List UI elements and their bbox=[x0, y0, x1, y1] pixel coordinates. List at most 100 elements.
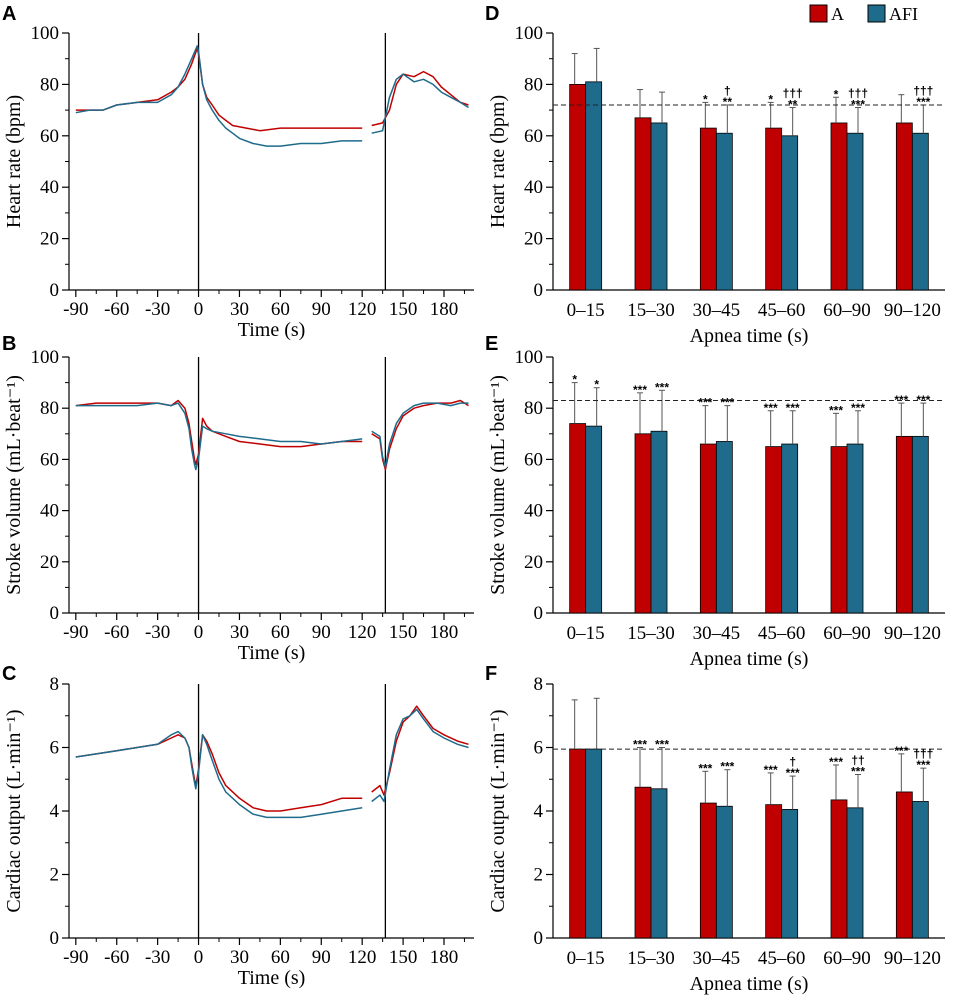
panel-a-xtick-label-3: 0 bbox=[194, 299, 204, 320]
panel-a-y-axis-label: Heart rate (bpm) bbox=[3, 95, 25, 228]
panel-f-sig-3-0: *** bbox=[720, 760, 734, 774]
panel-f-sig-6-0: *** bbox=[829, 755, 843, 769]
panel-a-ytick-label-3: 60 bbox=[40, 126, 59, 147]
panel-f-ytick-label-1: 2 bbox=[534, 865, 544, 886]
panel-e: 0 20 40 60 80 100 Stroke volume (mL·beat⁻¹) 0–1… bbox=[487, 347, 945, 670]
panel-d-category-label-5: 90–120 bbox=[884, 300, 941, 321]
panel-f-category-label-3: 45–60 bbox=[758, 948, 806, 969]
panel-d-sig-1-0: † bbox=[724, 84, 731, 98]
panel-a-xtick-label-2: -30 bbox=[145, 299, 170, 320]
panel-d-bar-afi-4 bbox=[846, 132, 864, 291]
panel-e-ytick-label-5: 100 bbox=[515, 347, 544, 368]
panel-e-sig-11-0: *** bbox=[916, 393, 930, 407]
panel-a-ytick-label-5: 100 bbox=[31, 23, 60, 44]
panel-e-bar-a-5 bbox=[895, 435, 913, 614]
panel-f-bar-afi-1 bbox=[650, 788, 668, 939]
panel-c-line-afi-seg-1 bbox=[371, 708, 469, 803]
panel-e-ytick-label-2: 40 bbox=[524, 501, 543, 522]
panel-a-x-axis-label: Time (s) bbox=[238, 319, 306, 341]
panel-c-xtick-label-8: 150 bbox=[389, 947, 418, 968]
panel-a-xtick-label-7: 120 bbox=[348, 299, 377, 320]
panel-d-bar-afi-0 bbox=[585, 81, 603, 291]
panel-c-xtick-label-1: -60 bbox=[104, 947, 129, 968]
panel-letter-b: B bbox=[2, 333, 16, 355]
panel-letter-a: A bbox=[2, 3, 16, 25]
panel-e-category-label-1: 15–30 bbox=[627, 623, 675, 644]
panel-f-category-label-1: 15–30 bbox=[627, 948, 675, 969]
panel-c-ytick-label-0: 0 bbox=[50, 928, 60, 949]
panel-c-ytick-label-4: 8 bbox=[50, 674, 60, 695]
panel-f-bar-a-2 bbox=[699, 802, 717, 939]
panel-d-bar-a-1 bbox=[634, 117, 652, 291]
panel-d-bar-afi-5 bbox=[911, 132, 929, 291]
panel-f-ytick-label-0: 0 bbox=[534, 928, 544, 949]
panel-f-sig-1-0: *** bbox=[655, 738, 669, 752]
panel-e-bar-a-1 bbox=[634, 433, 652, 614]
panel-b-xtick-label-6: 90 bbox=[312, 622, 331, 643]
panel-d-bar-a-0 bbox=[569, 84, 587, 291]
panel-f-sig-2-0: *** bbox=[698, 761, 712, 775]
panel-a-xtick-label-8: 150 bbox=[389, 299, 418, 320]
panel-f-category-label-4: 60–90 bbox=[823, 948, 871, 969]
panel-f-bar-afi-4 bbox=[846, 807, 864, 939]
panel-e-sig-2-0: *** bbox=[633, 383, 647, 397]
panel-d-ytick-label-4: 80 bbox=[524, 74, 543, 95]
panel-b-xtick-label-7: 120 bbox=[348, 622, 377, 643]
panel-b-xtick-label-4: 30 bbox=[230, 622, 249, 643]
panel-e-category-label-5: 90–120 bbox=[884, 623, 941, 644]
panel-b-ytick-label-1: 20 bbox=[40, 552, 59, 573]
panel-e-sig-6-0: *** bbox=[764, 401, 778, 415]
panel-f-sig-9-1: *** bbox=[916, 758, 930, 772]
panel-b-y-axis-label: Stroke volume (mL·beat⁻¹) bbox=[3, 375, 25, 595]
legend-label-afi: AFI bbox=[889, 4, 918, 24]
panel-f-bar-a-1 bbox=[634, 786, 652, 939]
panel-c: 0 2 4 6 8 Cardiac output (L·min⁻¹) -90 -60 -30 0 3… bbox=[3, 674, 474, 989]
panel-e-category-label-0: 0–15 bbox=[567, 623, 605, 644]
panel-b-line-afi-seg-0 bbox=[75, 402, 363, 471]
panel-d-category-label-0: 0–15 bbox=[567, 300, 605, 321]
panel-b-xtick-label-0: -90 bbox=[63, 622, 88, 643]
panel-f-bar-a-5 bbox=[895, 791, 913, 939]
panel-d-ytick-label-0: 0 bbox=[534, 280, 544, 301]
legend-label-a: A bbox=[831, 4, 844, 24]
panel-e-category-label-2: 30–45 bbox=[693, 623, 741, 644]
panel-b-ytick-label-0: 0 bbox=[50, 603, 60, 624]
panel-c-line-a-seg-1 bbox=[371, 705, 469, 796]
panel-c-xtick-label-4: 30 bbox=[230, 947, 249, 968]
panel-f-x-axis-label: Apnea time (s) bbox=[690, 973, 809, 995]
panel-a-xtick-label-4: 30 bbox=[230, 299, 249, 320]
panel-e-sig-3-0: *** bbox=[655, 380, 669, 394]
panel-e-bar-afi-2 bbox=[715, 441, 733, 614]
panel-a-line-afi-seg-1 bbox=[371, 73, 469, 134]
panel-b-ytick-label-5: 100 bbox=[31, 347, 60, 368]
panel-d-sig-5-1: *** bbox=[851, 98, 865, 112]
panel-b-xtick-label-9: 180 bbox=[430, 622, 459, 643]
panel-e-bar-afi-5 bbox=[911, 435, 929, 614]
panel-e-sig-8-0: *** bbox=[829, 403, 843, 417]
panel-b-xtick-label-5: 60 bbox=[271, 622, 290, 643]
panel-e-bar-a-4 bbox=[830, 446, 848, 614]
panel-c-ytick-label-2: 4 bbox=[50, 801, 60, 822]
panel-e-sig-0-0: * bbox=[572, 373, 577, 387]
panel-c-xtick-label-3: 0 bbox=[194, 947, 204, 968]
panel-f-sig-5-0: † bbox=[789, 755, 796, 769]
panel-e-sig-7-0: *** bbox=[786, 401, 800, 415]
panel-e-y-axis-label: Stroke volume (mL·beat⁻¹) bbox=[487, 375, 509, 595]
panel-f-ytick-label-4: 8 bbox=[534, 674, 544, 695]
panel-e-bar-a-2 bbox=[699, 443, 717, 614]
panel-f-sig-7-1: *** bbox=[851, 764, 865, 778]
panel-e-bar-afi-0 bbox=[585, 425, 603, 614]
legend-swatch-a bbox=[809, 4, 828, 23]
panel-d-sig-6-0: ††† bbox=[913, 84, 933, 98]
panel-d-sig-1-1: ** bbox=[723, 95, 733, 109]
panel-letter-c: C bbox=[2, 663, 16, 685]
panel-d-sig-5-0: ††† bbox=[848, 87, 868, 101]
panel-e-bar-afi-4 bbox=[846, 443, 864, 614]
panel-b-xtick-label-1: -60 bbox=[104, 622, 129, 643]
panel-a-line-a-seg-0 bbox=[75, 47, 363, 132]
panel-c-xtick-label-0: -90 bbox=[63, 947, 88, 968]
panel-a-xtick-label-6: 90 bbox=[312, 299, 331, 320]
panel-a-ytick-label-0: 0 bbox=[50, 280, 60, 301]
panel-e-category-label-4: 60–90 bbox=[823, 623, 871, 644]
panel-f-sig-8-0: *** bbox=[894, 744, 908, 758]
